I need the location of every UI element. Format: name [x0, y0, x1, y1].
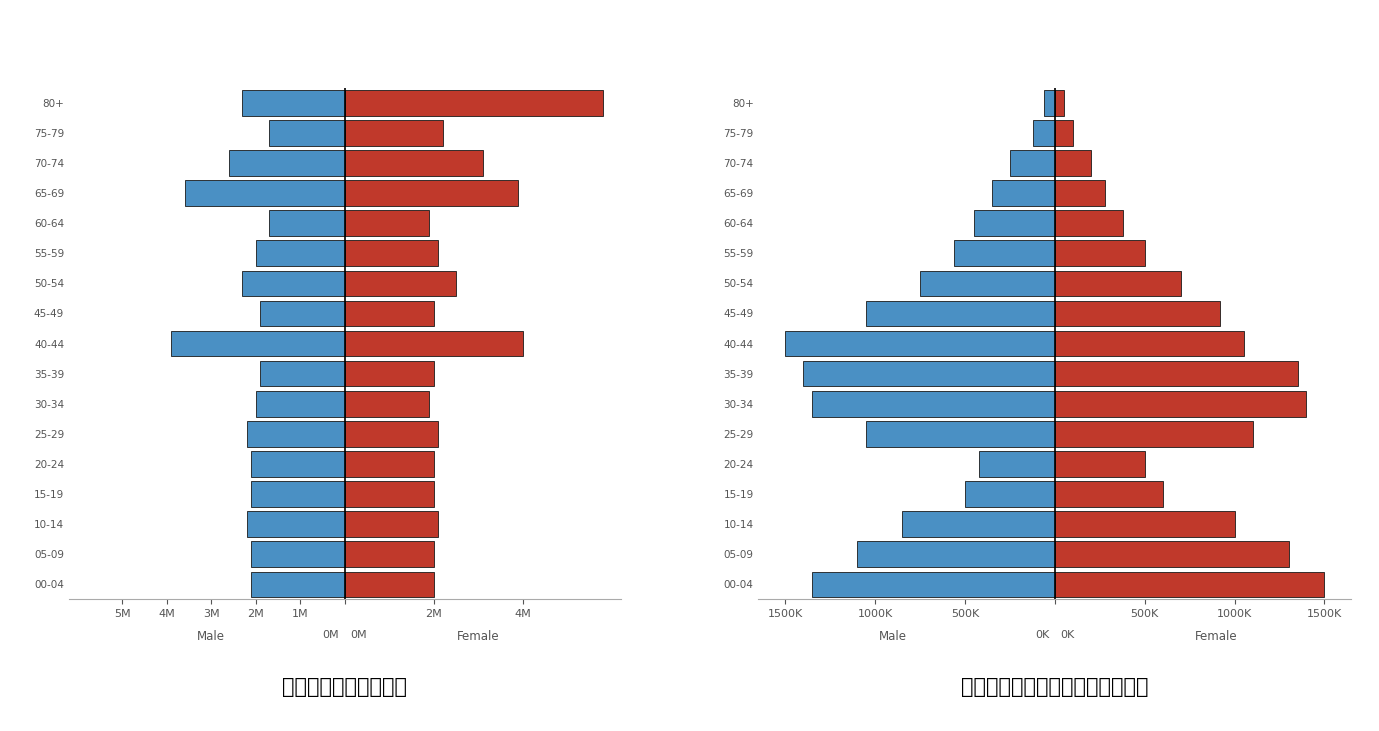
Bar: [345, 181, 519, 206]
Text: サウジアラビアの年代別人口構成: サウジアラビアの年代別人口構成: [961, 677, 1149, 697]
Bar: [345, 361, 434, 387]
Bar: [812, 391, 1055, 417]
Text: 0M: 0M: [323, 630, 339, 640]
Bar: [866, 300, 1055, 326]
Bar: [345, 542, 434, 567]
Bar: [858, 542, 1055, 567]
Bar: [974, 211, 1055, 236]
Bar: [345, 300, 434, 326]
Bar: [345, 90, 603, 115]
Bar: [247, 421, 345, 447]
Bar: [1055, 90, 1065, 115]
Bar: [261, 361, 345, 387]
Bar: [345, 240, 439, 266]
Text: 0K: 0K: [1036, 630, 1049, 640]
Text: Male: Male: [197, 629, 225, 643]
Bar: [1055, 181, 1105, 206]
Text: 0M: 0M: [350, 630, 367, 640]
Bar: [1055, 300, 1220, 326]
Bar: [345, 512, 439, 537]
Bar: [345, 572, 434, 597]
Bar: [1055, 120, 1073, 145]
Bar: [812, 572, 1055, 597]
Bar: [1055, 270, 1180, 296]
Bar: [255, 391, 345, 417]
Bar: [251, 572, 345, 597]
Bar: [261, 300, 345, 326]
Bar: [251, 542, 345, 567]
Bar: [1055, 572, 1324, 597]
Bar: [1055, 361, 1298, 387]
Bar: [1055, 330, 1244, 357]
Bar: [1055, 451, 1145, 477]
Bar: [1055, 481, 1162, 507]
Text: Male: Male: [880, 629, 907, 643]
Bar: [786, 330, 1055, 357]
Bar: [866, 421, 1055, 447]
Bar: [243, 90, 345, 115]
Bar: [255, 240, 345, 266]
Text: Female: Female: [456, 629, 499, 643]
Bar: [979, 451, 1055, 477]
Bar: [1033, 120, 1055, 145]
Bar: [920, 270, 1055, 296]
Bar: [247, 512, 345, 537]
Bar: [965, 481, 1055, 507]
Bar: [171, 330, 345, 357]
Bar: [1009, 150, 1055, 175]
Text: Female: Female: [1196, 629, 1238, 643]
Bar: [345, 150, 483, 175]
Bar: [345, 330, 523, 357]
Text: 0K: 0K: [1060, 630, 1074, 640]
Bar: [345, 120, 443, 145]
Bar: [251, 451, 345, 477]
Bar: [902, 512, 1055, 537]
Bar: [1055, 512, 1234, 537]
Bar: [954, 240, 1055, 266]
Bar: [229, 150, 345, 175]
Bar: [1055, 542, 1288, 567]
Text: 日本の年代別人口構成: 日本の年代別人口構成: [283, 677, 407, 697]
Bar: [345, 211, 429, 236]
Bar: [345, 481, 434, 507]
Bar: [243, 270, 345, 296]
Bar: [1055, 421, 1252, 447]
Bar: [1055, 240, 1145, 266]
Bar: [185, 181, 345, 206]
Bar: [1055, 211, 1124, 236]
Bar: [1044, 90, 1055, 115]
Bar: [345, 451, 434, 477]
Bar: [251, 481, 345, 507]
Bar: [345, 421, 439, 447]
Bar: [1055, 150, 1091, 175]
Bar: [269, 211, 345, 236]
Bar: [269, 120, 345, 145]
Bar: [804, 361, 1055, 387]
Bar: [345, 270, 456, 296]
Bar: [1055, 391, 1306, 417]
Bar: [345, 391, 429, 417]
Bar: [992, 181, 1055, 206]
